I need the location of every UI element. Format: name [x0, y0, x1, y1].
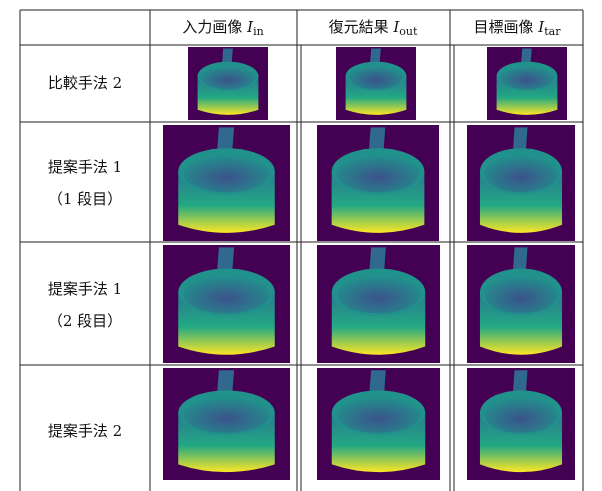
row-label: 提案手法 1	[48, 280, 122, 298]
depth-image	[188, 47, 268, 120]
header-symbol: I	[392, 18, 400, 36]
row-label: （2 段目）	[48, 312, 122, 330]
depth-image	[317, 125, 439, 241]
header-label: 復元結果	[329, 18, 389, 36]
row-label: 比較手法 2	[48, 74, 122, 92]
depth-image	[467, 368, 575, 480]
row-label: 提案手法 1	[48, 158, 122, 176]
image-grid	[163, 47, 575, 480]
depth-image	[487, 47, 567, 120]
header-subscript: in	[253, 25, 264, 38]
header-symbol: I	[246, 18, 254, 36]
depth-image	[336, 47, 416, 120]
depth-image	[467, 245, 575, 363]
depth-image	[317, 245, 440, 363]
depth-image	[163, 245, 290, 363]
header-label: 目標画像	[474, 18, 534, 36]
header-subscript: tar	[544, 25, 561, 38]
header-cell: 入力画像 Iin	[182, 18, 263, 38]
header-label: 入力画像	[182, 18, 242, 36]
depth-image	[317, 368, 440, 480]
depth-image	[163, 368, 290, 480]
header-symbol: I	[537, 18, 545, 36]
depth-image	[163, 125, 290, 241]
header-cell: 目標画像 Itar	[474, 18, 562, 38]
header-subscript: out	[399, 25, 418, 38]
depth-image	[467, 125, 575, 241]
header-cell: 復元結果 Iout	[329, 18, 418, 38]
row-label: 提案手法 2	[48, 422, 122, 440]
table-rules	[19, 9, 584, 491]
row-label: （1 段目）	[48, 190, 122, 208]
